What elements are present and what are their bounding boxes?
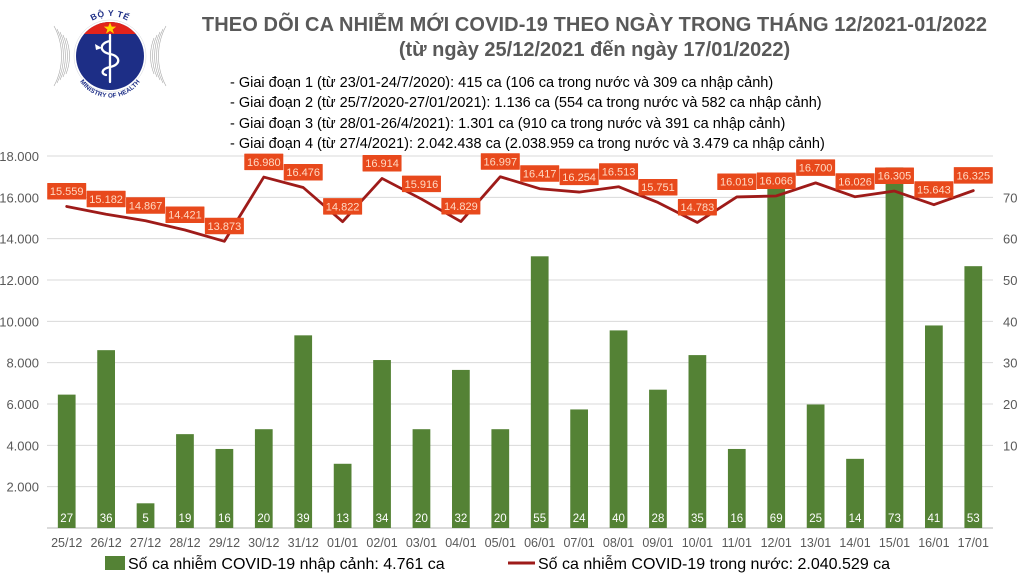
svg-text:39: 39	[297, 513, 310, 525]
svg-text:20: 20	[257, 513, 270, 525]
svg-text:12/01: 12/01	[761, 536, 792, 550]
svg-text:34: 34	[376, 513, 389, 525]
svg-text:16.914: 16.914	[365, 158, 399, 170]
svg-text:17/01: 17/01	[958, 536, 989, 550]
svg-text:16.026: 16.026	[838, 177, 872, 189]
svg-text:16.305: 16.305	[878, 171, 912, 183]
svg-text:06/01: 06/01	[524, 536, 555, 550]
svg-text:50: 50	[1003, 273, 1017, 288]
svg-text:40: 40	[1003, 314, 1017, 329]
svg-text:14.783: 14.783	[681, 202, 715, 214]
svg-text:53: 53	[967, 513, 980, 525]
svg-text:15.182: 15.182	[89, 194, 123, 206]
svg-text:13.873: 13.873	[208, 221, 242, 233]
svg-text:14/01: 14/01	[839, 536, 870, 550]
svg-text:16.066: 16.066	[759, 176, 793, 188]
svg-text:16.325: 16.325	[956, 170, 990, 182]
svg-text:30: 30	[1003, 356, 1017, 371]
svg-text:73: 73	[888, 513, 901, 525]
svg-text:6.000: 6.000	[6, 397, 39, 412]
svg-text:4.000: 4.000	[6, 438, 39, 453]
svg-text:20: 20	[415, 513, 428, 525]
svg-text:25: 25	[809, 513, 822, 525]
svg-text:16.997: 16.997	[483, 156, 517, 168]
svg-text:30/12: 30/12	[248, 536, 279, 550]
svg-text:16: 16	[218, 513, 231, 525]
svg-text:10.000: 10.000	[0, 314, 39, 329]
svg-text:69: 69	[770, 513, 783, 525]
svg-text:14: 14	[849, 513, 862, 525]
svg-text:16.980: 16.980	[247, 157, 281, 169]
svg-text:15.751: 15.751	[641, 182, 675, 194]
svg-text:10: 10	[1003, 438, 1017, 453]
svg-text:27/12: 27/12	[130, 536, 161, 550]
svg-text:01/01: 01/01	[327, 536, 358, 550]
svg-text:12.000: 12.000	[0, 273, 39, 288]
svg-text:13: 13	[336, 513, 349, 525]
svg-text:8.000: 8.000	[6, 356, 39, 371]
svg-text:16/01: 16/01	[918, 536, 949, 550]
svg-text:13/01: 13/01	[800, 536, 831, 550]
svg-text:16.476: 16.476	[286, 167, 320, 179]
svg-text:26/12: 26/12	[90, 536, 121, 550]
svg-text:08/01: 08/01	[603, 536, 634, 550]
svg-text:31/12: 31/12	[288, 536, 319, 550]
svg-text:40: 40	[612, 513, 625, 525]
svg-text:05/01: 05/01	[485, 536, 516, 550]
svg-text:15.643: 15.643	[917, 184, 951, 196]
svg-text:20: 20	[494, 513, 507, 525]
svg-text:04/01: 04/01	[445, 536, 476, 550]
svg-text:16: 16	[730, 513, 743, 525]
svg-text:16.019: 16.019	[720, 177, 754, 189]
svg-text:27: 27	[60, 513, 73, 525]
svg-text:29/12: 29/12	[209, 536, 240, 550]
svg-text:14.000: 14.000	[0, 232, 39, 247]
svg-text:03/01: 03/01	[406, 536, 437, 550]
svg-text:11/01: 11/01	[722, 536, 752, 550]
svg-text:19: 19	[179, 513, 192, 525]
svg-text:5: 5	[142, 513, 148, 525]
svg-text:07/01: 07/01	[563, 536, 594, 550]
svg-text:09/01: 09/01	[642, 536, 673, 550]
svg-text:70: 70	[1003, 190, 1017, 205]
svg-text:14.822: 14.822	[326, 201, 360, 213]
svg-text:28: 28	[652, 513, 665, 525]
svg-text:Số ca nhiễm COVID-19 nhập cảnh: Số ca nhiễm COVID-19 nhập cảnh: 4.761 ca	[128, 554, 445, 573]
svg-text:25/12: 25/12	[51, 536, 82, 550]
svg-text:18.000: 18.000	[0, 150, 39, 164]
svg-text:16.513: 16.513	[602, 166, 636, 178]
svg-text:60: 60	[1003, 232, 1017, 247]
svg-text:32: 32	[454, 513, 467, 525]
svg-text:36: 36	[100, 513, 113, 525]
svg-text:15.916: 15.916	[405, 179, 439, 191]
svg-text:35: 35	[691, 513, 704, 525]
svg-text:10/01: 10/01	[682, 536, 713, 550]
svg-text:20: 20	[1003, 397, 1017, 412]
svg-text:14.421: 14.421	[168, 210, 202, 222]
svg-text:Số ca nhiễm COVID-19 trong nướ: Số ca nhiễm COVID-19 trong nước: 2.040.5…	[538, 554, 890, 573]
svg-text:14.867: 14.867	[129, 200, 163, 212]
svg-text:16.417: 16.417	[523, 168, 557, 180]
svg-text:16.700: 16.700	[799, 163, 833, 175]
svg-text:15/01: 15/01	[879, 536, 910, 550]
svg-text:55: 55	[533, 513, 546, 525]
svg-text:24: 24	[573, 513, 586, 525]
svg-text:41: 41	[927, 513, 940, 525]
svg-text:16.254: 16.254	[562, 172, 596, 184]
svg-text:2.000: 2.000	[6, 480, 39, 495]
svg-text:15.559: 15.559	[50, 186, 84, 198]
svg-text:28/12: 28/12	[169, 536, 200, 550]
svg-text:16.000: 16.000	[0, 190, 39, 205]
svg-text:02/01: 02/01	[366, 536, 397, 550]
svg-text:14.829: 14.829	[444, 201, 478, 213]
